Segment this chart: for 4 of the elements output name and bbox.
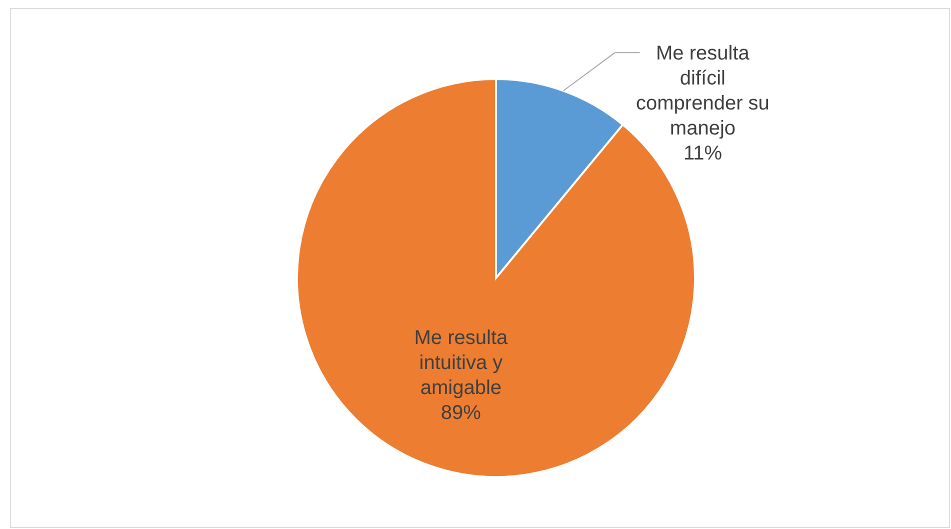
data-label: 89%: [440, 402, 482, 424]
slice-label: Me resulta difícil comprender su manejo: [636, 42, 770, 140]
slice-label: Me resulta intuitiva y amigable: [414, 326, 509, 399]
data-label: 11%: [683, 142, 722, 164]
